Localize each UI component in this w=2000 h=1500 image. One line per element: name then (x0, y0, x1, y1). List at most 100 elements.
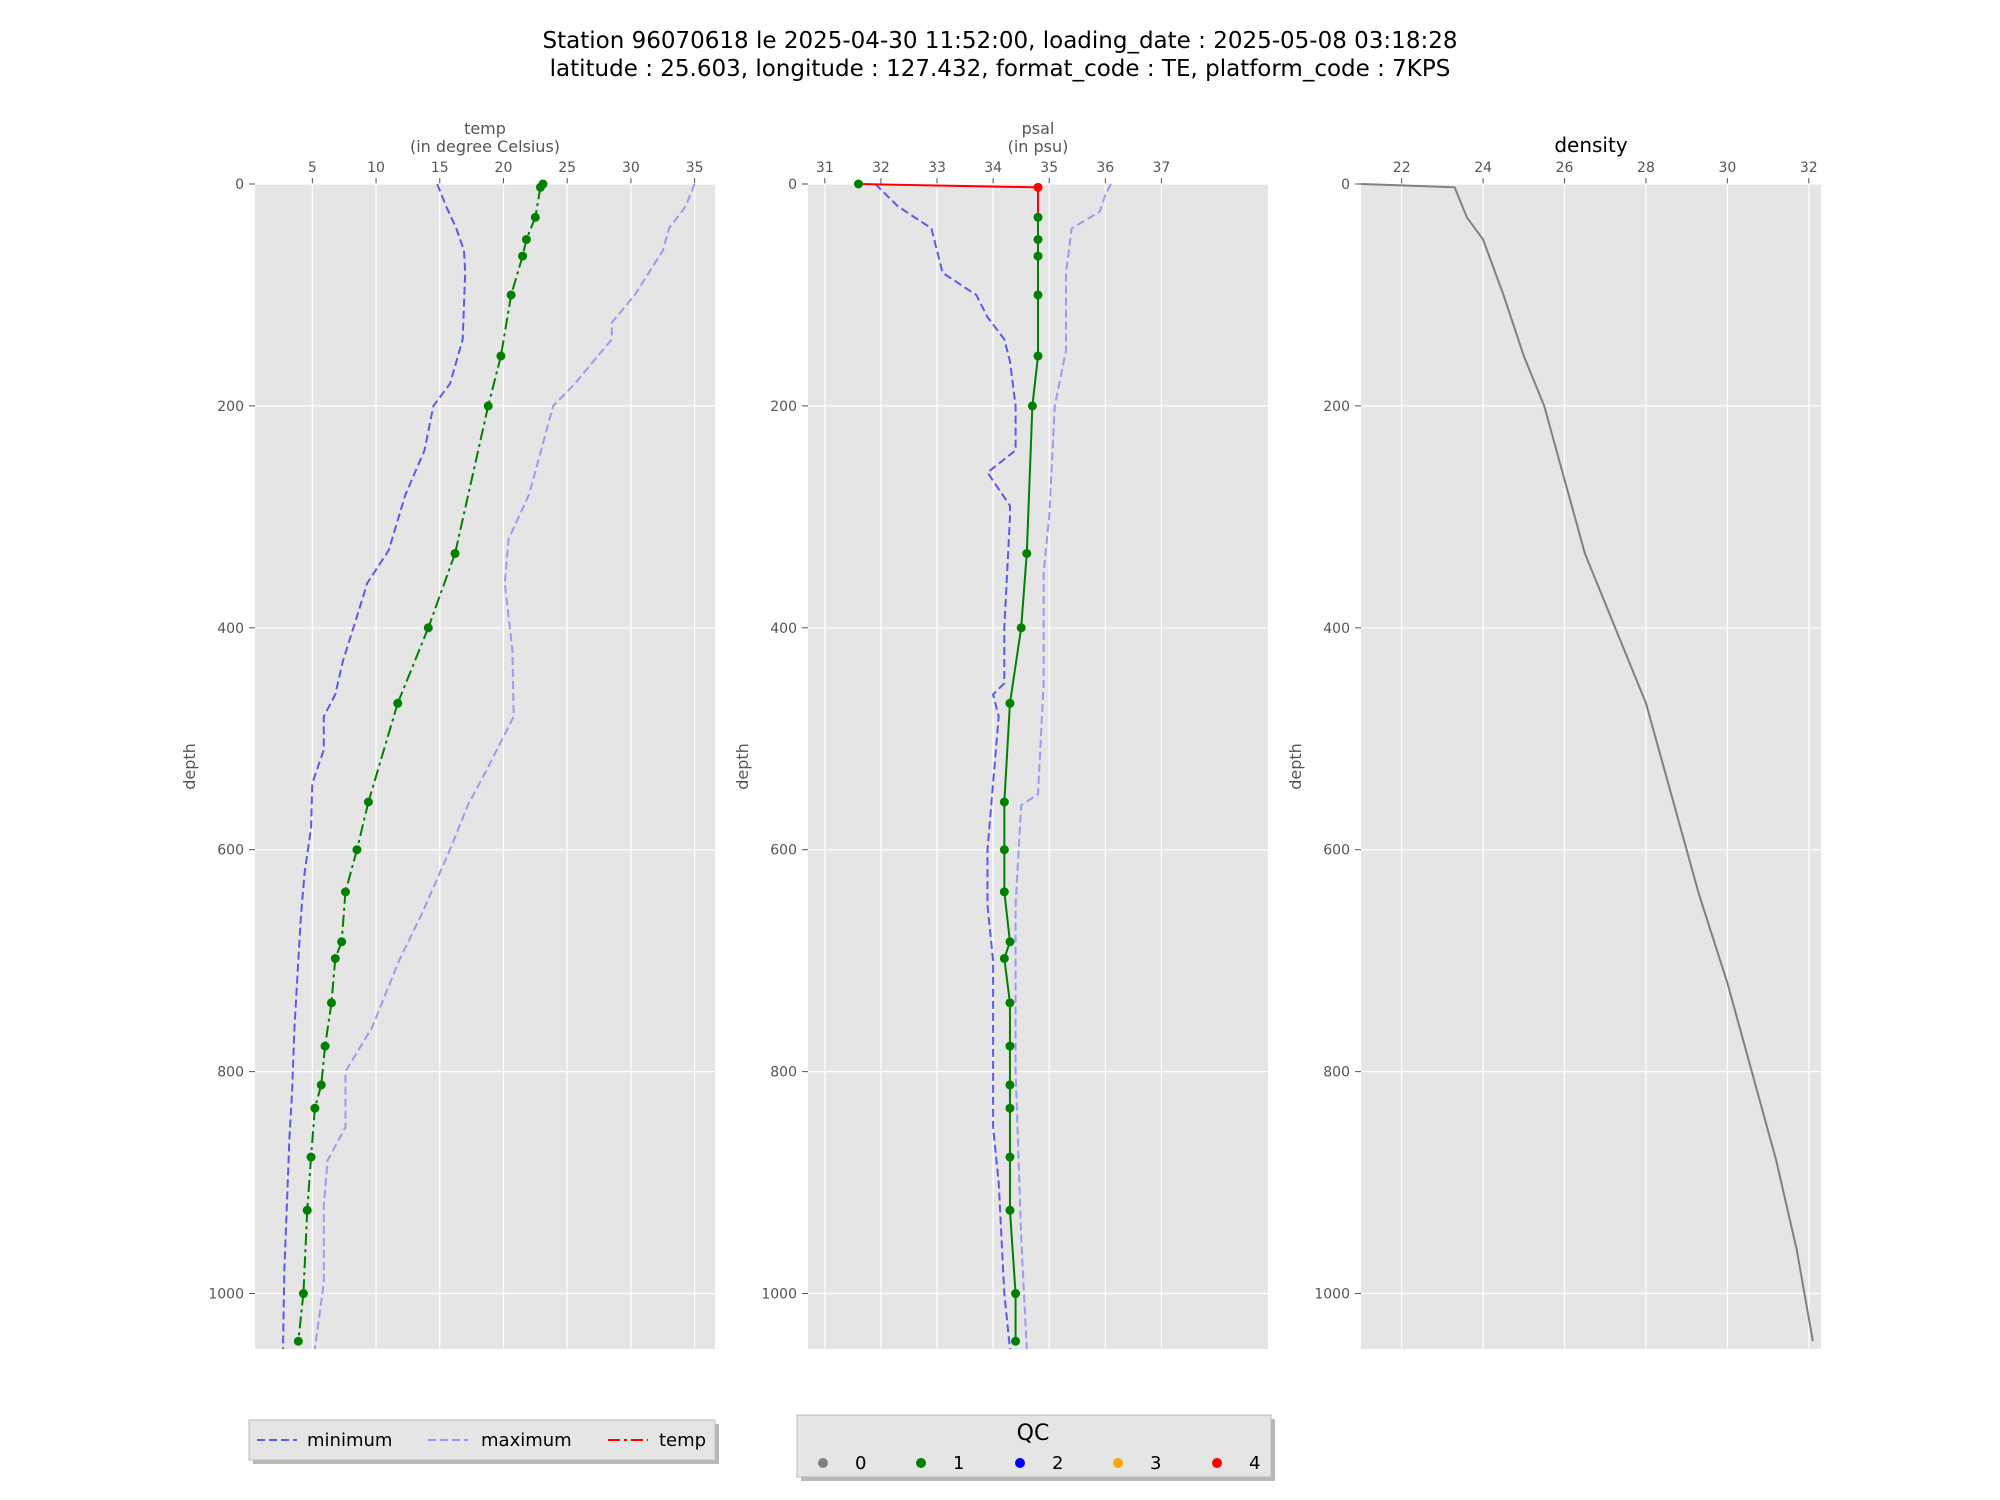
series-line (874, 183, 1017, 1350)
series-segment (340, 891, 347, 942)
figure-title-line2: latitude : 25.603, longitude : 127.432, … (550, 56, 1451, 82)
data-point (316, 1080, 326, 1090)
series-segment (858, 183, 1039, 189)
series-maximum (1014, 183, 1112, 1350)
data-point (393, 698, 403, 708)
series-segment (1031, 355, 1039, 407)
series-psal (853, 179, 1043, 1346)
y-tick-label: 600 (217, 843, 244, 859)
data-point (999, 845, 1009, 855)
data-point (1033, 351, 1043, 361)
y-tick-label: 600 (770, 843, 797, 859)
series-segment (1008, 627, 1023, 704)
series-segment (330, 958, 337, 1003)
qc-2-label: 2 (1052, 1453, 1063, 1474)
series-segment (534, 187, 542, 218)
data-point (326, 998, 336, 1008)
data-point (1033, 234, 1043, 244)
series-segment (320, 1046, 327, 1086)
series-line (282, 183, 467, 1350)
x-tick-label: 36 (1096, 160, 1114, 176)
data-point (337, 937, 347, 947)
qc-0-marker (818, 1458, 828, 1468)
data-point (1011, 1336, 1021, 1346)
data-point (1011, 1289, 1021, 1299)
series-segment (427, 553, 456, 629)
x-tick-label: 32 (872, 160, 890, 176)
qc-3-marker (1113, 1458, 1123, 1468)
y-tick-label: 1000 (1314, 1287, 1350, 1303)
data-point (506, 290, 516, 300)
series-line (313, 183, 696, 1350)
data-point (483, 401, 493, 411)
y-tick-label: 200 (770, 399, 797, 415)
x-tick-label: 5 (308, 160, 317, 176)
data-point (1005, 937, 1015, 947)
series-segment (344, 849, 358, 893)
x-tick-label: 25 (558, 160, 576, 176)
data-point (521, 234, 531, 244)
panel-title-line2: (in degree Celsius) (410, 137, 560, 156)
data-point (999, 797, 1009, 807)
series-line (1360, 183, 1814, 1342)
data-point (1005, 998, 1015, 1008)
y-tick-label: 0 (235, 177, 244, 193)
x-tick-label: 35 (686, 160, 704, 176)
data-point (363, 797, 373, 807)
qc-1-label: 1 (953, 1453, 964, 1474)
series-segment (499, 294, 513, 357)
series-segment (1008, 1210, 1017, 1294)
data-point (1022, 548, 1032, 558)
y-axis-label: depth (1286, 743, 1305, 790)
data-point (1033, 212, 1043, 222)
x-tick-label: 26 (1556, 160, 1574, 176)
series-segment (355, 801, 370, 850)
y-tick-label: 400 (1323, 621, 1350, 637)
series-segment (302, 1210, 309, 1294)
series-segment (1003, 703, 1011, 803)
y-axis-label: depth (733, 743, 752, 790)
data-point (1005, 1041, 1015, 1051)
y-tick-label: 200 (217, 399, 244, 415)
panel-0: 5 10 15 20 25 30 35 0 200 400 600 800 1000 temp(in de… (180, 119, 715, 1350)
legend-maximum-label: maximum (481, 1430, 572, 1451)
data-point (1016, 623, 1026, 633)
y-tick-label: 800 (770, 1065, 797, 1081)
y-tick-label: 0 (1341, 177, 1350, 193)
data-point (423, 623, 433, 633)
data-point (496, 351, 506, 361)
series-segment (1020, 553, 1028, 628)
y-tick-label: 200 (1323, 399, 1350, 415)
x-tick-label: 30 (1718, 160, 1736, 176)
y-tick-label: 1000 (761, 1287, 797, 1303)
data-point (1033, 182, 1043, 192)
qc-4-label: 4 (1249, 1453, 1260, 1474)
panel-2: 22 24 26 28 30 32 0 200 400 600 800 1000 density dept… (1286, 133, 1821, 1349)
series-segment (310, 1108, 316, 1158)
x-tick-label: 35 (1040, 160, 1058, 176)
data-point (352, 845, 362, 855)
x-tick-label: 22 (1393, 160, 1411, 176)
legend-minimum-label: minimum (307, 1430, 392, 1451)
data-point (535, 182, 545, 192)
data-point (1005, 1205, 1015, 1215)
y-tick-label: 600 (1323, 843, 1350, 859)
data-point (298, 1289, 308, 1299)
y-tick-label: 400 (770, 621, 797, 637)
series-density (1360, 183, 1814, 1342)
qc-0-label: 0 (855, 1453, 866, 1474)
x-tick-label: 20 (495, 160, 513, 176)
qc-3-label: 3 (1150, 1453, 1161, 1474)
x-tick-label: 37 (1153, 160, 1171, 176)
x-tick-label: 32 (1800, 160, 1818, 176)
y-tick-label: 800 (1323, 1065, 1350, 1081)
x-tick-label: 31 (816, 160, 834, 176)
series-segment (487, 355, 502, 407)
series-line (1014, 183, 1112, 1350)
x-tick-label: 33 (928, 160, 946, 176)
series-segment (1003, 958, 1011, 1003)
y-tick-label: 0 (788, 177, 797, 193)
data-point (1033, 251, 1043, 261)
qc-legend-title: QC (1017, 1421, 1050, 1446)
